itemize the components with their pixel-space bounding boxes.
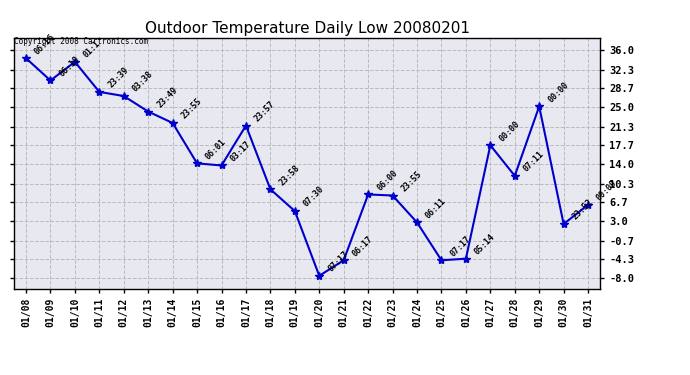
Text: 03:17: 03:17 bbox=[228, 139, 253, 163]
Text: 07:11: 07:11 bbox=[522, 150, 546, 174]
Text: Copyright 2008 Cartronics.com: Copyright 2008 Cartronics.com bbox=[14, 38, 148, 46]
Text: 01:1: 01:1 bbox=[82, 39, 102, 60]
Text: 07:30: 07:30 bbox=[302, 185, 326, 209]
Text: 23:49: 23:49 bbox=[155, 86, 179, 109]
Text: 23:55: 23:55 bbox=[179, 97, 204, 121]
Text: 06:00: 06:00 bbox=[375, 168, 399, 192]
Text: 23:55: 23:55 bbox=[400, 169, 424, 194]
Text: 06:17: 06:17 bbox=[351, 234, 375, 258]
Title: Outdoor Temperature Daily Low 20080201: Outdoor Temperature Daily Low 20080201 bbox=[144, 21, 470, 36]
Text: 23:57: 23:57 bbox=[253, 99, 277, 123]
Text: 06:10: 06:10 bbox=[57, 54, 81, 78]
Text: 06:16: 06:16 bbox=[33, 32, 57, 56]
Text: 00:00: 00:00 bbox=[546, 80, 570, 104]
Text: 00:00: 00:00 bbox=[497, 119, 522, 143]
Text: 07:17: 07:17 bbox=[448, 234, 473, 258]
Text: 23:39: 23:39 bbox=[106, 66, 130, 90]
Text: 06:01: 06:01 bbox=[204, 137, 228, 161]
Text: 05:14: 05:14 bbox=[473, 232, 497, 256]
Text: 00:09: 00:09 bbox=[595, 178, 619, 203]
Text: 23:52: 23:52 bbox=[571, 198, 595, 222]
Text: 03:38: 03:38 bbox=[130, 70, 155, 94]
Text: 07:17: 07:17 bbox=[326, 250, 351, 274]
Text: 06:11: 06:11 bbox=[424, 196, 448, 220]
Text: 23:58: 23:58 bbox=[277, 163, 302, 187]
